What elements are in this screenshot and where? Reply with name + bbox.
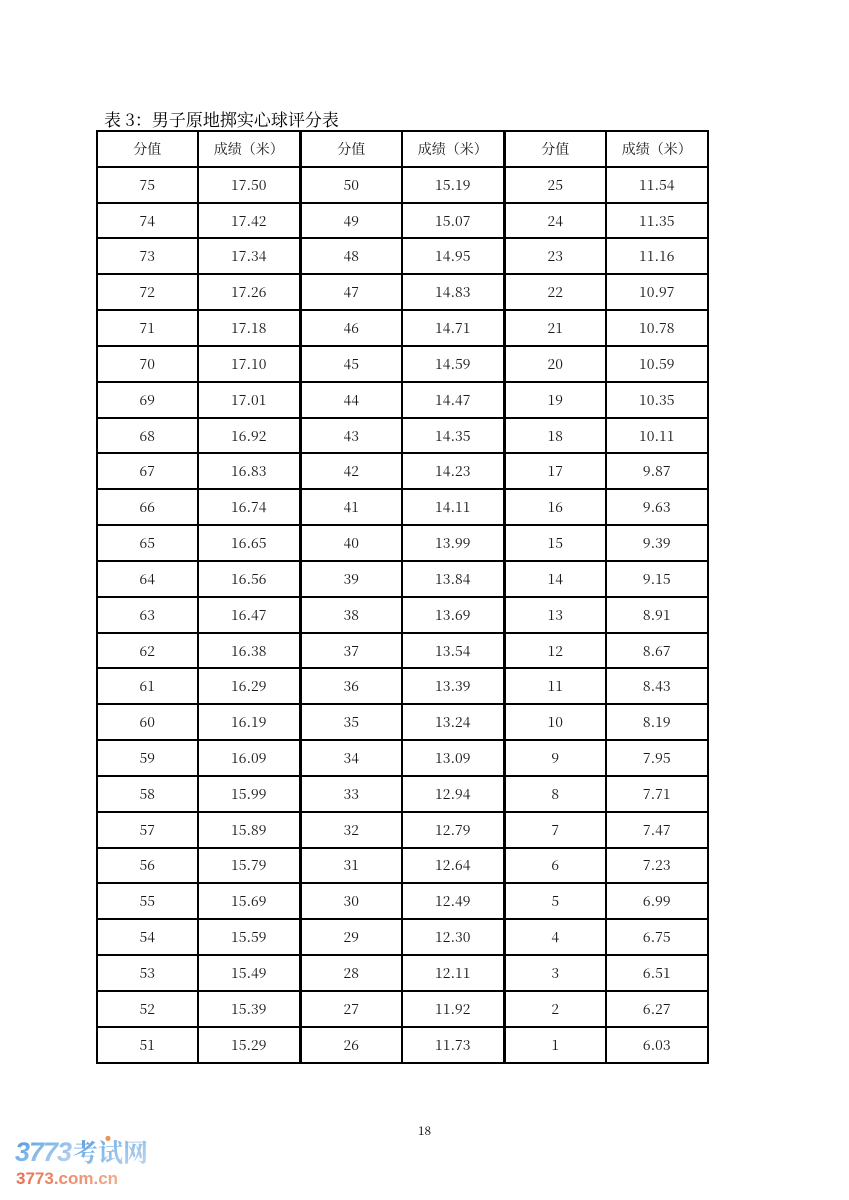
svg-text:考试网: 考试网 [73, 1136, 148, 1170]
svg-text:3773.com.cn: 3773.com.cn [16, 1169, 118, 1186]
svg-text:3773: 3773 [15, 1137, 72, 1167]
